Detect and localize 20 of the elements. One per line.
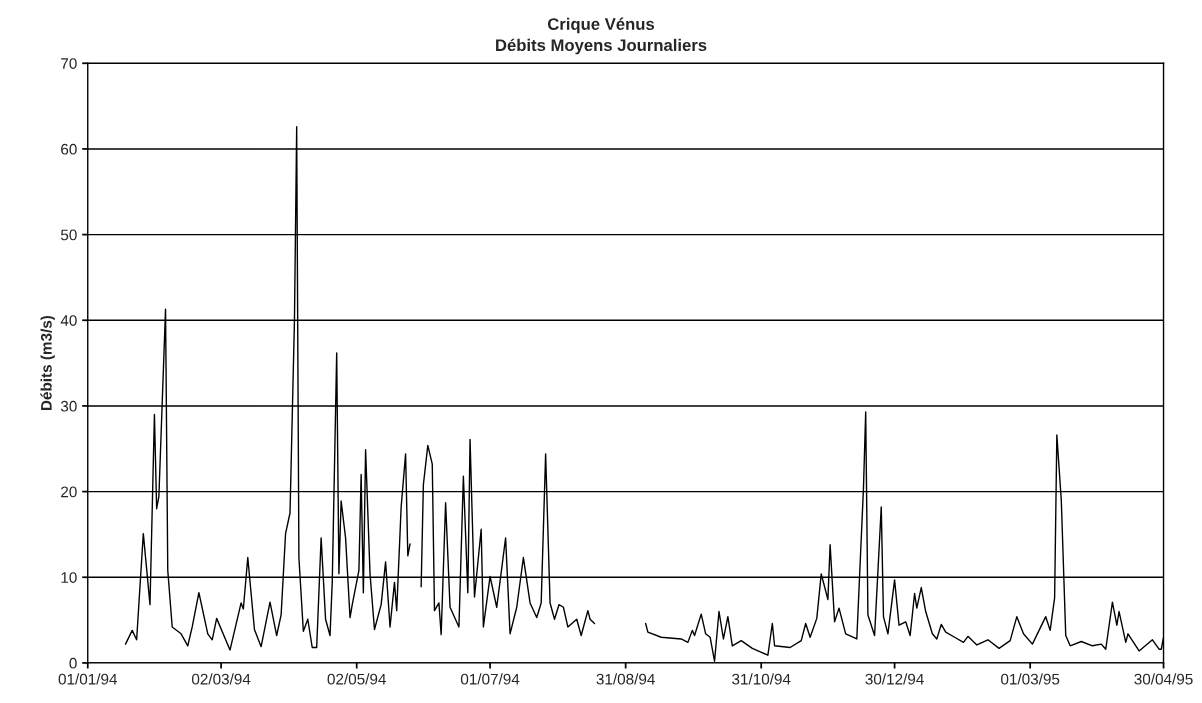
chart-subtitle: Débits Moyens Journaliers (496, 38, 707, 55)
y-tick-label: 20 (61, 486, 77, 498)
y-tick-label: 10 (61, 572, 77, 583)
x-tick-label: 31/10/94 (732, 673, 791, 685)
x-tick-label: 31/08/94 (596, 673, 655, 685)
x-tick-label: 01/07/94 (460, 673, 520, 685)
x-tick-label: 30/04/95 (1134, 673, 1193, 685)
chart-title: Crique Vénus (547, 17, 655, 34)
y-tick-label: 40 (60, 315, 77, 326)
x-tick-label: 02/05/94 (327, 673, 386, 685)
y-tick-label: 70 (61, 58, 77, 69)
x-tick-label: 02/03/94 (191, 673, 251, 685)
y-tick-label: 60 (61, 143, 77, 155)
x-tick-label: 01/03/95 (1001, 673, 1060, 685)
y-tick-label: 30 (60, 400, 77, 412)
x-tick-label: 01/01/94 (58, 673, 118, 685)
y-tick-label: 0 (69, 657, 77, 669)
y-axis-title: Débits (m3/s) (40, 315, 55, 411)
x-tick-label: 30/12/94 (865, 673, 924, 685)
y-tick-label: 50 (60, 229, 77, 241)
